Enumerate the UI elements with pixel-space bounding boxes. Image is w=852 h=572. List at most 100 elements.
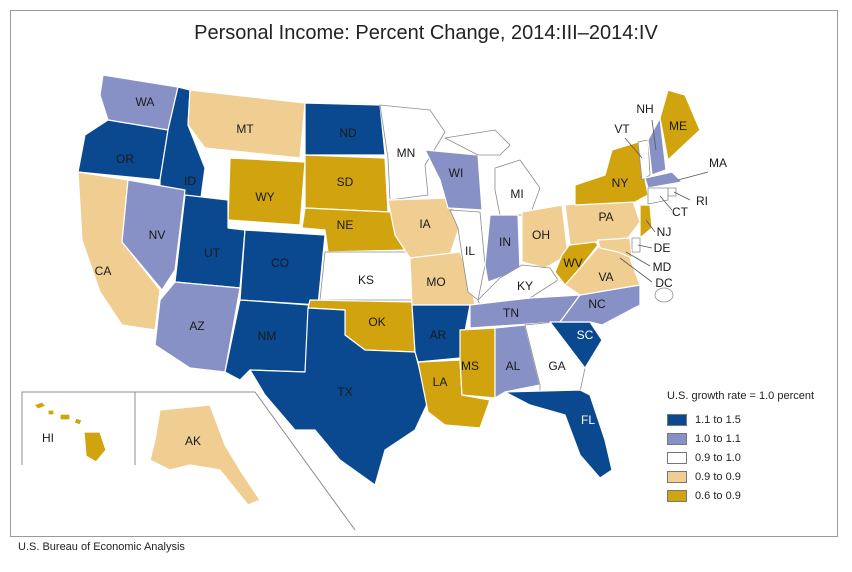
state-HI xyxy=(33,401,107,463)
label-DE: DE xyxy=(654,241,671,255)
label-WV: WV xyxy=(563,256,582,270)
label-ID: ID xyxy=(184,174,196,188)
legend-label: 1.1 to 1.5 xyxy=(695,413,741,426)
label-NJ: NJ xyxy=(657,225,672,239)
source-credit: U.S. Bureau of Economic Analysis xyxy=(18,541,185,553)
alaska-inset-frame xyxy=(135,391,356,531)
legend-label: 0.6 to 0.9 xyxy=(695,489,741,502)
state-VT xyxy=(637,139,651,181)
legend-item: 1.0 to 1.1 xyxy=(667,429,827,448)
label-MT: MT xyxy=(236,122,254,136)
state-IL xyxy=(449,209,486,301)
label-ME: ME xyxy=(669,119,687,133)
legend-item: 0.9 to 1.0 xyxy=(667,448,827,467)
label-NY: NY xyxy=(612,176,629,190)
label-WI: WI xyxy=(449,166,464,180)
state-NJ xyxy=(639,204,653,239)
label-MD: MD xyxy=(653,260,672,274)
state-MD xyxy=(597,237,633,259)
label-MN: MN xyxy=(397,146,416,160)
state-MA xyxy=(644,171,683,189)
map-legend: U.S. growth rate = 1.0 percent 1.1 to 1.… xyxy=(667,390,827,505)
label-NE: NE xyxy=(337,218,354,232)
state-MS xyxy=(459,327,496,399)
legend-item: 0.9 to 0.9 xyxy=(667,467,827,486)
legend-swatch xyxy=(667,489,687,502)
legend-swatch xyxy=(667,451,687,464)
legend-title: U.S. growth rate = 1.0 percent xyxy=(667,390,815,402)
label-MA: MA xyxy=(709,156,727,170)
state-OH xyxy=(521,204,569,269)
legend-item: 1.1 to 1.5 xyxy=(667,410,827,429)
label-HI: HI xyxy=(42,431,54,445)
state-DC xyxy=(654,287,674,303)
label-IN: IN xyxy=(499,235,511,249)
label-OK: OK xyxy=(368,315,385,329)
legend-label: 0.9 to 1.0 xyxy=(695,451,741,464)
label-CA: CA xyxy=(95,264,112,278)
hawaii-inset-frame xyxy=(21,391,136,465)
state-ME xyxy=(659,89,701,161)
legend-swatch xyxy=(667,432,687,445)
label-TX: TX xyxy=(337,385,352,399)
label-VT: VT xyxy=(614,122,630,136)
legend-label: 0.9 to 0.9 xyxy=(695,470,741,483)
label-NH: NH xyxy=(636,102,653,116)
label-MO: MO xyxy=(426,275,445,289)
state-MT xyxy=(187,89,306,159)
label-AZ: AZ xyxy=(189,319,204,333)
label-FL: FL xyxy=(581,413,595,427)
label-CT: CT xyxy=(672,205,689,219)
label-OR: OR xyxy=(116,152,134,166)
label-DC: DC xyxy=(655,276,673,290)
state-TX xyxy=(249,307,429,486)
state-AL xyxy=(494,324,541,399)
label-IL: IL xyxy=(465,244,475,258)
label-AR: AR xyxy=(430,328,447,342)
label-WA: WA xyxy=(136,95,155,109)
label-OH: OH xyxy=(532,228,550,242)
state-NH xyxy=(647,117,667,176)
label-UT: UT xyxy=(204,246,221,260)
label-NV: NV xyxy=(149,228,166,242)
legend-label: 1.0 to 1.1 xyxy=(695,432,741,445)
label-AK: AK xyxy=(185,434,201,448)
label-MS: MS xyxy=(461,359,479,373)
state-NV xyxy=(121,179,186,291)
state-ND xyxy=(304,102,386,156)
state-AR xyxy=(411,304,471,363)
state-MN xyxy=(379,104,446,201)
label-KY: KY xyxy=(517,279,533,293)
label-CO: CO xyxy=(271,256,289,270)
label-SD: SD xyxy=(337,175,354,189)
state-WY xyxy=(227,157,306,226)
label-MI: MI xyxy=(510,187,523,201)
label-GA: GA xyxy=(548,359,565,373)
state-DE xyxy=(631,237,641,253)
label-LA: LA xyxy=(433,375,448,389)
label-WY: WY xyxy=(255,190,274,204)
label-SC: SC xyxy=(577,328,594,342)
label-ND: ND xyxy=(339,126,357,140)
state-WI xyxy=(424,149,483,211)
state-NY xyxy=(574,141,649,206)
label-PA: PA xyxy=(598,210,613,224)
legend-item: 0.6 to 0.9 xyxy=(667,486,827,505)
map-title: Personal Income: Percent Change, 2014:II… xyxy=(194,22,658,44)
state-AZ xyxy=(154,281,241,373)
state-AK xyxy=(149,404,261,506)
label-AL: AL xyxy=(506,359,521,373)
label-IA: IA xyxy=(419,217,430,231)
label-VA: VA xyxy=(598,270,613,284)
label-KS: KS xyxy=(358,273,374,287)
label-RI: RI xyxy=(696,194,708,208)
state-OR xyxy=(77,119,169,181)
label-NM: NM xyxy=(258,329,277,343)
label-TN: TN xyxy=(503,306,519,320)
label-connectors xyxy=(619,119,709,283)
label-NC: NC xyxy=(588,297,606,311)
legend-swatch xyxy=(667,413,687,426)
legend-swatch xyxy=(667,470,687,483)
state-FL xyxy=(504,389,613,479)
